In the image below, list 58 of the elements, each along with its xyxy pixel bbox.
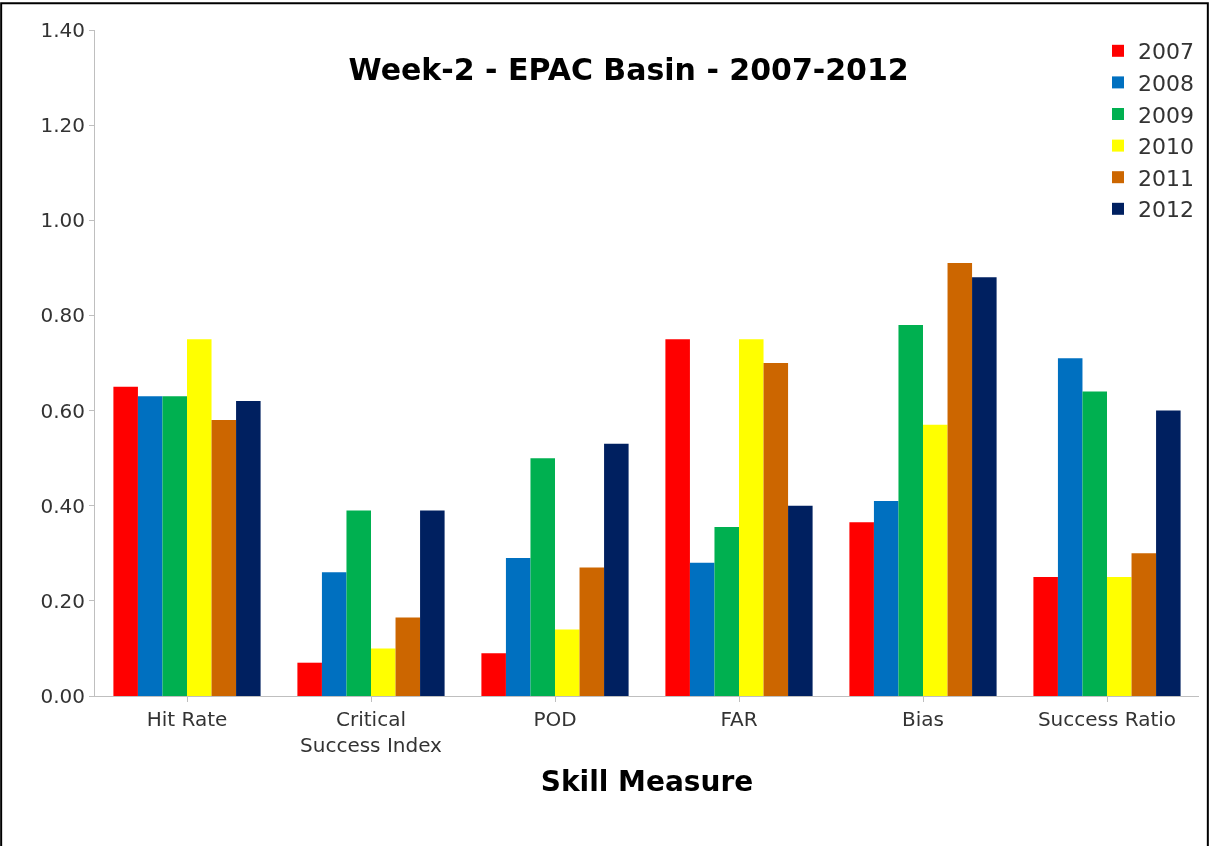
bar — [530, 458, 555, 696]
legend-label: 2008 — [1138, 70, 1194, 96]
legend-label: 2010 — [1138, 134, 1194, 160]
bar — [788, 505, 813, 696]
bar — [579, 567, 605, 696]
legend-label: 2012 — [1138, 197, 1194, 223]
bar — [849, 522, 874, 696]
x-tick-label: FAR — [720, 707, 758, 731]
bar — [137, 396, 163, 696]
text: Week-2 - EPAC Basin - 2007-2012 — [348, 52, 909, 88]
x-tick-label: Bias — [902, 707, 944, 731]
bar — [689, 562, 715, 696]
bar — [1057, 358, 1083, 696]
bar — [346, 510, 371, 696]
y-tick-label: 0.00 — [40, 684, 85, 708]
x-axis-title: Skill Measure — [540, 765, 754, 799]
bar — [763, 363, 789, 696]
bar — [505, 558, 531, 696]
y-tick-label: 0.20 — [40, 588, 85, 613]
bar — [604, 443, 629, 696]
y-tick-label: 1.20 — [40, 113, 85, 138]
bar — [665, 339, 690, 696]
bar — [1131, 553, 1157, 696]
x-tick-label: Success Ratio — [1037, 707, 1177, 731]
bar — [420, 510, 445, 696]
bar — [187, 339, 212, 696]
bar — [739, 339, 764, 696]
legend-label: 2011 — [1138, 165, 1194, 191]
bar — [1156, 410, 1181, 696]
y-tick-label: 0.80 — [40, 303, 85, 328]
y-tick-label: 1.40 — [40, 18, 85, 42]
bar — [321, 572, 347, 696]
y-tick-label: 0.40 — [40, 493, 85, 518]
y-tick-label: 0.60 — [40, 398, 85, 423]
bar — [395, 617, 421, 696]
x-tick-label: Hit Rate — [146, 707, 228, 731]
bar — [211, 420, 237, 696]
bar — [873, 500, 899, 696]
bar — [1107, 577, 1132, 696]
bar — [555, 629, 580, 696]
bar — [972, 277, 997, 696]
bar — [162, 396, 187, 696]
bar — [297, 662, 322, 696]
bar — [898, 324, 923, 696]
legend-label: 2009 — [1138, 102, 1194, 128]
bar — [1082, 391, 1107, 696]
bar — [371, 648, 396, 696]
x-tick-label: Critical Success Index — [300, 707, 443, 757]
y-tick-label: 1.00 — [40, 208, 85, 233]
legend-label: 2007 — [1138, 39, 1194, 65]
bar — [481, 653, 506, 696]
bar — [947, 263, 973, 696]
bar — [714, 527, 739, 696]
bar — [236, 401, 261, 696]
bar — [923, 424, 948, 696]
bar — [113, 386, 138, 696]
x-tick-label: POD — [533, 707, 577, 731]
bar — [1033, 577, 1058, 696]
